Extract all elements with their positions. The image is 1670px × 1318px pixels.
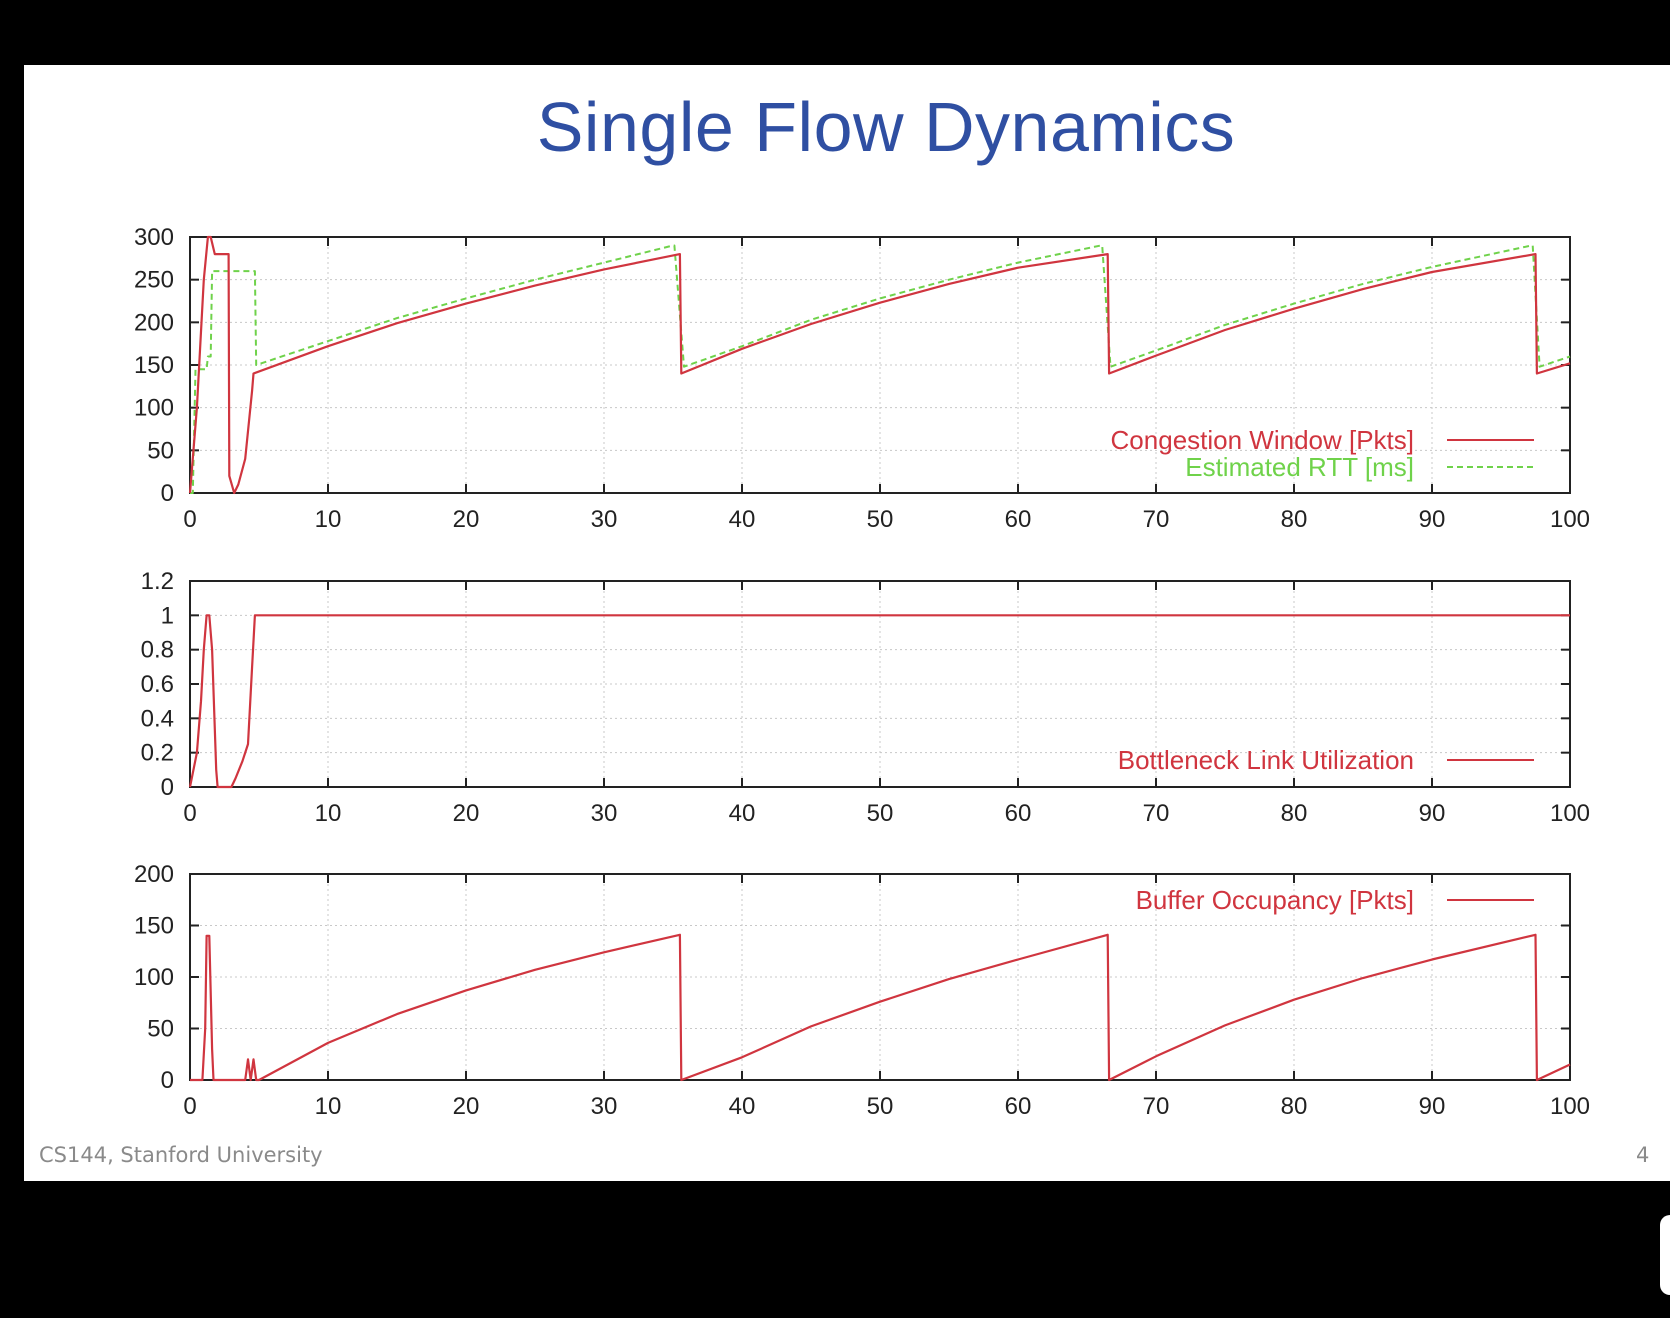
x-tick-label: 60 [1005,506,1032,533]
y-tick-label: 100 [134,395,174,422]
x-tick-label: 30 [591,800,618,827]
y-tick-label: 50 [147,437,174,464]
y-tick-label: 0.8 [141,637,174,664]
x-tick-label: 100 [1550,800,1590,827]
x-tick-label: 100 [1550,506,1590,533]
x-tick-label: 50 [867,800,894,827]
legend-label: Bottleneck Link Utilization [1118,745,1414,775]
x-tick-label: 70 [1143,800,1170,827]
charts-svg: 0 10 20 30 40 50 60 70 80 90 100050100150200250300… [134,224,1590,1120]
x-tick-label: 50 [867,1093,894,1120]
x-tick-label: 30 [591,1093,618,1120]
x-tick-label: 80 [1281,506,1308,533]
x-tick-label: 20 [453,1093,480,1120]
x-tick-label: 30 [591,506,618,533]
x-tick-label: 80 [1281,1093,1308,1120]
x-tick-label: 10 [315,800,342,827]
series-line-rtt [190,244,1571,494]
y-tick-label: 300 [134,224,174,251]
legend-label: Congestion Window [Pkts] [1111,425,1414,455]
x-tick-label: 40 [729,800,756,827]
x-tick-label: 90 [1419,506,1446,533]
page-number: 4 [1636,1143,1650,1167]
x-tick-label: 60 [1005,800,1032,827]
y-tick-label: 250 [134,267,174,294]
y-tick-label: 0 [161,1067,174,1094]
x-tick-label: 40 [729,1093,756,1120]
x-tick-label: 50 [867,506,894,533]
x-tick-label: 0 [183,506,196,533]
y-tick-label: 150 [134,913,174,940]
slide-footer: CS144, Stanford University [39,1143,323,1167]
y-tick-label: 0.4 [141,705,174,732]
y-tick-label: 200 [134,861,174,888]
y-tick-label: 200 [134,309,174,336]
x-tick-label: 100 [1550,1093,1590,1120]
series-line-primary [188,614,1570,789]
scroll-handle[interactable] [1660,1215,1670,1295]
legend-label: Estimated RTT [ms] [1185,452,1414,482]
x-tick-label: 10 [315,1093,342,1120]
series-line-primary [190,933,1571,1082]
x-tick-label: 20 [453,506,480,533]
x-tick-label: 60 [1005,1093,1032,1120]
y-tick-label: 1 [161,602,174,629]
x-tick-label: 40 [729,506,756,533]
legend-label: Buffer Occupancy [Pkts] [1136,885,1414,915]
x-tick-label: 0 [183,1093,196,1120]
slide: Single Flow Dynamics CS144, Stanford Uni… [24,65,1670,1181]
y-tick-label: 50 [147,1016,174,1043]
x-tick-label: 20 [453,800,480,827]
y-tick-label: 150 [134,352,174,379]
x-tick-label: 90 [1419,800,1446,827]
y-tick-label: 0.6 [141,671,174,698]
x-tick-label: 70 [1143,1093,1170,1120]
y-tick-label: 0 [161,774,174,801]
x-tick-label: 80 [1281,800,1308,827]
slide-title: Single Flow Dynamics [536,88,1236,166]
y-tick-label: 1.2 [141,568,174,595]
x-tick-label: 0 [183,800,196,827]
y-tick-label: 100 [134,964,174,991]
y-tick-label: 0 [161,480,174,507]
y-tick-label: 0.2 [141,740,174,767]
x-tick-label: 90 [1419,1093,1446,1120]
x-tick-label: 70 [1143,506,1170,533]
series-line-primary [188,235,1571,495]
x-tick-label: 10 [315,506,342,533]
